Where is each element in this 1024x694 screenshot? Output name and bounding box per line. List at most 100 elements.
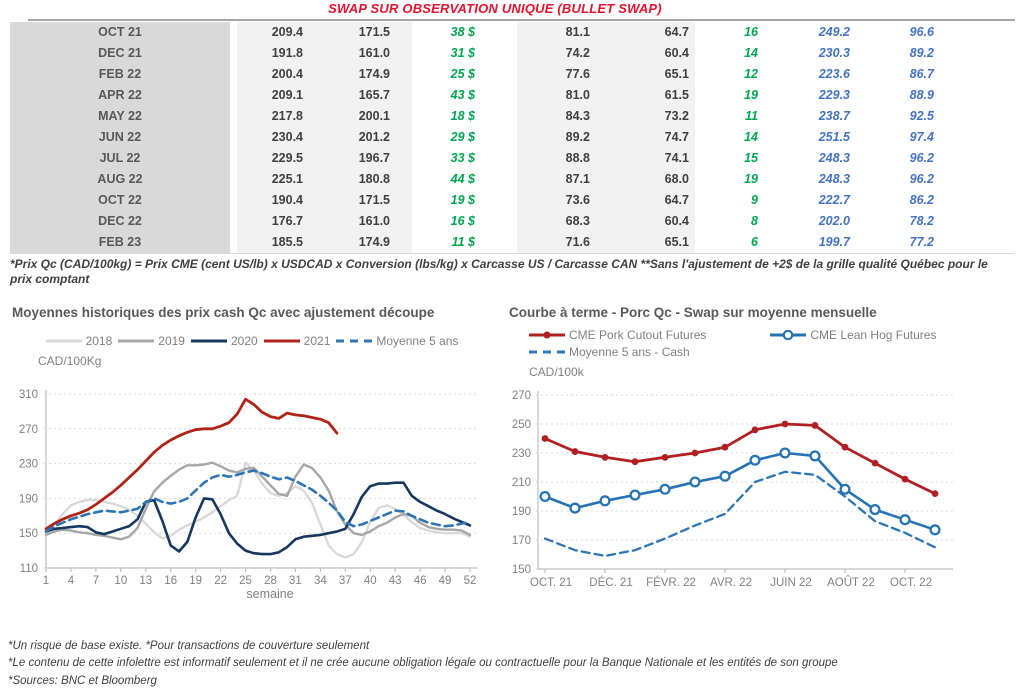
legend-line-sample xyxy=(45,339,82,343)
table-cell: 200.4 xyxy=(237,64,325,85)
table-cell: 196.7 xyxy=(325,148,412,169)
table-cell-month: DEC 21 xyxy=(10,43,230,64)
table-cell: 190.4 xyxy=(237,190,325,211)
svg-text:13: 13 xyxy=(139,575,152,587)
table-cell: 251.5 xyxy=(770,127,860,148)
table-cell: 19 xyxy=(695,85,770,106)
table-cell: 43 $ xyxy=(412,85,517,106)
svg-text:190: 190 xyxy=(19,493,38,505)
table-cell: 201.2 xyxy=(325,127,412,148)
table-cell: 185.5 xyxy=(237,232,325,253)
series-cme-pork-cutout-futures-line xyxy=(543,422,937,495)
table-cell: 16 xyxy=(695,22,770,43)
table-cell: 248.3 xyxy=(770,169,860,190)
table-cell: 64.7 xyxy=(606,190,695,211)
table-cell: 89.2 xyxy=(860,43,945,64)
table-cell: 174.9 xyxy=(325,64,412,85)
table-cell: 230.3 xyxy=(770,43,860,64)
table-cell: 73.6 xyxy=(517,190,606,211)
svg-text:OCT. 21: OCT. 21 xyxy=(530,577,572,589)
table-cell: 229.3 xyxy=(770,85,860,106)
right-chart-svg: 150 170 190 210 230 250 270 OCT. 21 DÉC. 21 FÉVR.… xyxy=(512,390,953,589)
table-cell-month: APR 22 xyxy=(10,85,230,106)
table-row: AUG 22 225.1 180.8 44 $87.1 68.0 19 248.3 96.2 xyxy=(10,169,945,190)
table-cell: 78.2 xyxy=(860,211,945,232)
legend-line-sample xyxy=(190,339,227,343)
legend-line-sample xyxy=(529,331,565,339)
legend-item: CME Lean Hog Futures xyxy=(768,328,936,342)
table-row: DEC 21 191.8 161.0 31 $74.2 60.4 14 230.3 89.2 xyxy=(10,43,945,64)
table-cell: 209.4 xyxy=(237,22,325,43)
table-cell: 71.6 xyxy=(517,232,606,253)
table-divider xyxy=(10,253,1014,254)
table-row: MAY 22 217.8 200.1 18 $84.3 73.2 11 238.7 92.5 xyxy=(10,106,945,127)
svg-text:40: 40 xyxy=(364,575,377,587)
svg-text:150: 150 xyxy=(19,528,38,540)
table-cell: 96.2 xyxy=(860,148,945,169)
table-cell: 87.1 xyxy=(517,169,606,190)
table-cell: 77.2 xyxy=(860,232,945,253)
table-cell: 202.0 xyxy=(770,211,860,232)
table-cell: 74.1 xyxy=(606,148,695,169)
table-cell: 88.9 xyxy=(860,85,945,106)
left-chart-y-label: CAD/100Kg xyxy=(38,354,102,368)
legend-label: 2019 xyxy=(158,334,185,348)
left-chart-svg: 110 150 190 230 270 310 1 4 7 10 13 16 19 22 25 28 31 34 3… xyxy=(19,389,478,601)
svg-text:43: 43 xyxy=(389,575,402,587)
footer-line: *Un risque de base existe. *Pour transac… xyxy=(8,640,370,652)
table-cell: 229.5 xyxy=(237,148,325,169)
svg-text:46: 46 xyxy=(414,575,427,587)
table-cell: 15 xyxy=(695,148,770,169)
svg-text:19: 19 xyxy=(189,575,202,587)
svg-text:7: 7 xyxy=(93,575,99,587)
table-row: FEB 23 185.5 174.9 11 $71.6 65.1 6 199.7 77.2 xyxy=(10,232,945,253)
table-cell: 6 xyxy=(695,232,770,253)
right-chart-y-label: CAD/100k xyxy=(529,365,584,379)
table-cell: 8 xyxy=(695,211,770,232)
table-cell: 14 xyxy=(695,127,770,148)
table-cell: 19 $ xyxy=(412,190,517,211)
table-cell: 11 $ xyxy=(412,232,517,253)
table-cell: 60.4 xyxy=(606,43,695,64)
legend-label: CME Pork Cutout Futures xyxy=(569,328,707,342)
table-cell: 84.3 xyxy=(517,106,606,127)
svg-text:150: 150 xyxy=(512,564,531,576)
left-chart-legend: 2018 2019 2020 2021 Moyenne 5 ans xyxy=(8,334,498,348)
svg-text:49: 49 xyxy=(439,575,452,587)
svg-text:190: 190 xyxy=(512,506,531,518)
right-chart: Courbe à terme - Porc Qc - Swap sur moye… xyxy=(505,305,1024,607)
table-cell: 31 $ xyxy=(412,43,517,64)
table-cell: 171.5 xyxy=(325,22,412,43)
table-cell: 222.7 xyxy=(770,190,860,211)
left-chart: Moyennes historiques des prix cash Qc av… xyxy=(8,305,498,604)
legend-line-sample xyxy=(770,330,807,340)
title-divider xyxy=(28,19,1015,21)
footer-line: *Le contenu de cette infolettre est info… xyxy=(8,657,838,670)
series-2020-line xyxy=(44,481,472,556)
svg-text:210: 210 xyxy=(512,477,531,489)
table-cell: 65.1 xyxy=(606,232,695,253)
table-cell: 74.2 xyxy=(517,43,606,64)
legend-label: 2018 xyxy=(85,334,113,348)
table-cell: 12 xyxy=(695,64,770,85)
svg-text:110: 110 xyxy=(20,563,38,575)
table-cell: 88.8 xyxy=(517,148,606,169)
page-title: SWAP SUR OBSERVATION UNIQUE (BULLET SWAP… xyxy=(328,1,662,16)
legend-line-sample xyxy=(529,350,565,354)
legend-label: CME Lean Hog Futures xyxy=(810,328,937,342)
svg-text:25: 25 xyxy=(239,575,252,587)
legend-label: 2021 xyxy=(303,334,331,348)
legend-item: CME Pork Cutout Futures xyxy=(527,328,706,342)
svg-text:170: 170 xyxy=(512,535,531,547)
swap-table: OCT 21 209.4 171.5 38 $81.1 64.7 16 249.2 96.6 D… xyxy=(10,22,945,253)
legend-item: Moyenne 5 ans xyxy=(334,334,458,348)
table-row: OCT 22 190.4 171.5 19 $73.6 64.7 9 222.7 86.2 xyxy=(10,190,945,211)
footer-line: *Sources: BNC et Bloomberg xyxy=(8,674,157,687)
table-cell: 171.5 xyxy=(325,190,412,211)
table-cell-month: OCT 22 xyxy=(10,190,230,211)
table-cell: 249.2 xyxy=(770,22,860,43)
table-cell: 200.1 xyxy=(325,106,412,127)
series-moyenne-5-ans---cash-line xyxy=(543,470,937,558)
svg-text:250: 250 xyxy=(512,419,531,431)
table-cell: 61.5 xyxy=(606,85,695,106)
